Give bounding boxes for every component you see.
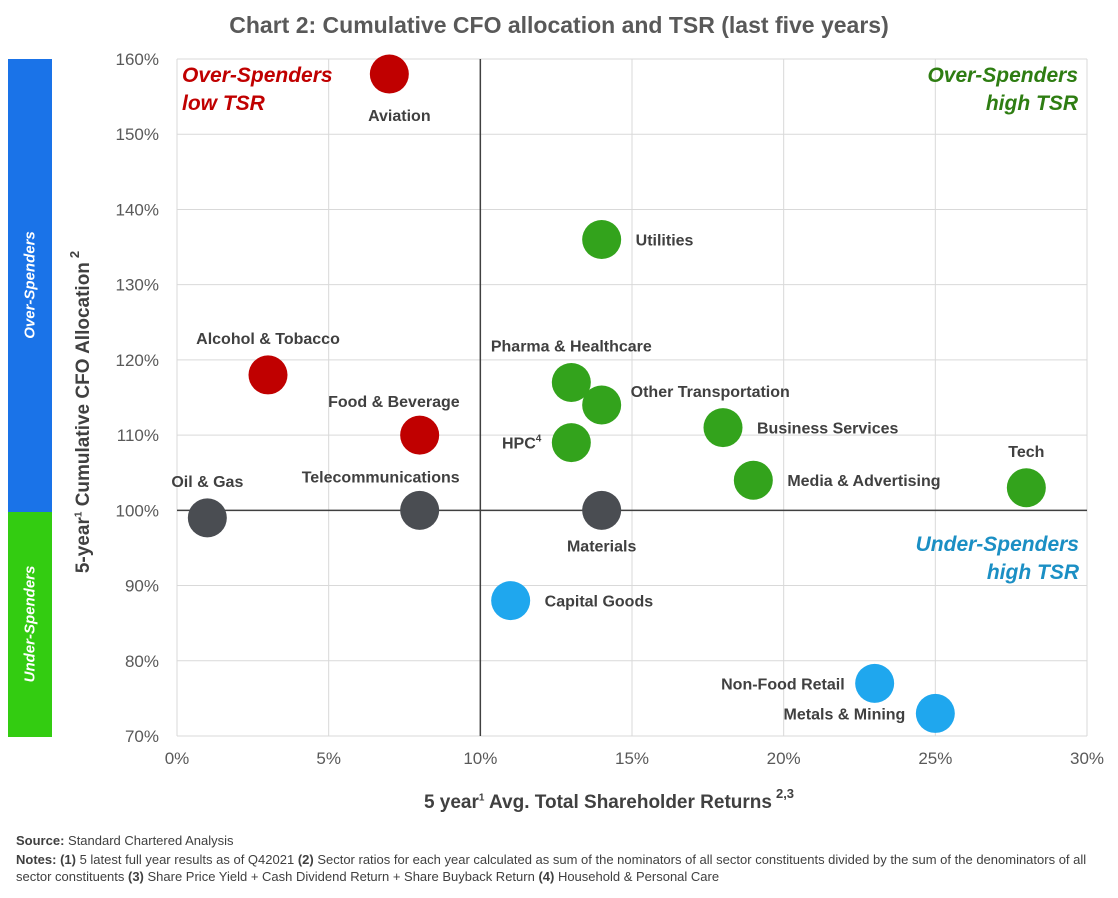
y-tick-label: 140% [116,200,159,219]
data-point [187,498,227,538]
data-point [369,54,409,94]
x-axis-label: 5 year1 Avg. Total Shareholder Returns 2,… [423,786,795,813]
x-tick-label: 25% [918,749,952,768]
notes: Notes: (1) 5 latest full year results as… [16,852,1087,884]
data-point [551,423,591,463]
x-tick-label: 20% [767,749,801,768]
data-label: Alcohol & Tobacco [196,331,340,348]
under-spenders-band [8,512,52,737]
data-point [400,415,440,455]
y-tick-label: 90% [125,577,159,596]
y-tick-label: 150% [116,125,159,144]
x-tick-label: 0% [165,749,190,768]
source-note: Source: Standard Chartered Analysis [16,833,234,848]
scatter-chart: 0% 5% 10% 15% 20% 25% 30% 70% 80% 90% 100% 110% 120%… [116,50,1105,768]
data-label: Telecommunications [302,469,460,486]
data-label: Food & Beverage [328,394,460,411]
data-label: Pharma & Healthcare [491,338,652,355]
y-tick-label: 120% [116,351,159,370]
data-point [733,460,773,500]
data-point [582,385,622,425]
y-tick-label: 100% [116,501,159,520]
x-tick-label: 5% [316,749,341,768]
data-label: Tech [1008,444,1044,461]
data-point [1006,468,1046,508]
y-tick-label: 70% [125,727,159,746]
data-label: Oil & Gas [171,474,243,491]
x-tick-label: 15% [615,749,649,768]
data-label: Non-Food Retail [721,676,845,693]
data-point [703,408,743,448]
quadrant-label: high TSR [987,561,1080,584]
y-tick-label: 160% [116,50,159,69]
over-spenders-band [8,59,52,512]
data-label: Other Transportation [631,384,790,401]
y-tick-label: 80% [125,652,159,671]
data-point [915,693,955,733]
data-label: Capital Goods [545,594,654,611]
quadrant-label: Over-Spenders [182,64,333,87]
y-tick-label: 130% [116,276,159,295]
data-point [491,581,531,621]
data-point [248,355,288,395]
chart-title: Chart 2: Cumulative CFO allocation and T… [229,12,889,38]
data-point [400,490,440,530]
x-tick-label: 30% [1070,749,1104,768]
data-point [582,220,622,260]
quadrant-label: Over-Spenders [927,64,1078,87]
data-point [551,362,591,402]
data-label: Business Services [757,421,899,438]
y-tick-label: 110% [117,426,159,445]
data-label: HPC4 [502,434,542,453]
data-label: Metals & Mining [784,706,906,723]
data-label: Materials [567,538,636,555]
data-label: Aviation [368,108,431,125]
quadrant-label: low TSR [182,92,266,115]
data-label: Utilities [636,233,694,250]
data-point [582,490,622,530]
x-tick-label: 10% [463,749,497,768]
data-point [855,663,895,703]
quadrant-label: high TSR [986,92,1079,115]
quadrant-label: Under-Spenders [916,533,1079,556]
data-label: Media & Advertising [787,473,940,490]
